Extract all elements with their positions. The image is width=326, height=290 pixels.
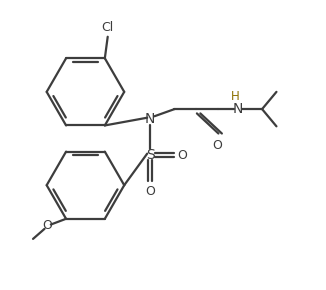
Text: Cl: Cl — [102, 21, 114, 34]
Text: N: N — [145, 112, 155, 126]
Text: O: O — [177, 148, 187, 162]
Text: H: H — [230, 90, 239, 103]
Text: O: O — [145, 185, 155, 198]
Text: S: S — [146, 148, 155, 162]
Text: N: N — [232, 102, 243, 116]
Text: O: O — [42, 220, 52, 233]
Text: O: O — [213, 139, 223, 152]
